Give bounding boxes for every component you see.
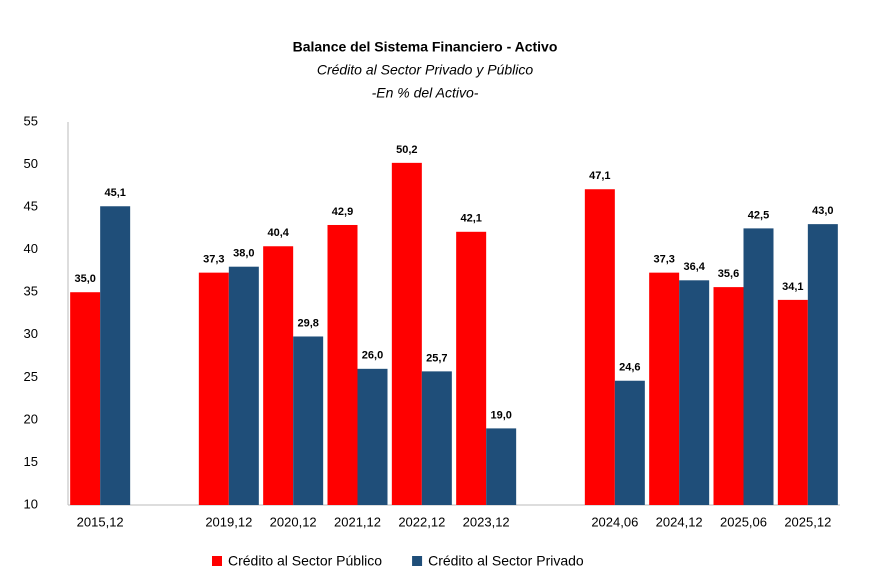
- x-tick-label: 2024,12: [656, 514, 703, 529]
- legend-swatch: [212, 556, 222, 566]
- value-label: 36,4: [683, 261, 705, 273]
- bar: [743, 228, 774, 505]
- value-label: 25,7: [426, 352, 447, 364]
- bar: [391, 162, 422, 505]
- value-label: 29,8: [297, 317, 318, 329]
- chart-title: Balance del Sistema Financiero - Activo: [293, 39, 558, 55]
- bar: [614, 380, 645, 505]
- value-label: 35,6: [718, 268, 739, 280]
- bar: [584, 189, 615, 505]
- value-label: 47,1: [589, 170, 610, 182]
- x-tick-label: 2023,12: [463, 514, 510, 529]
- y-tick-label: 55: [24, 113, 38, 128]
- bar: [263, 246, 294, 506]
- bar: [649, 272, 680, 505]
- y-tick-label: 25: [24, 369, 38, 384]
- y-tick-label: 15: [24, 454, 38, 469]
- bar: [327, 224, 358, 506]
- bar: [777, 299, 808, 505]
- value-label: 19,0: [490, 409, 511, 421]
- value-label: 24,6: [619, 362, 640, 374]
- bar: [456, 231, 487, 505]
- x-tick-label: 2021,12: [334, 514, 381, 529]
- legend-swatch: [412, 556, 423, 566]
- chart-subtitle: -En % del Activo-: [372, 85, 479, 101]
- value-label: 35,0: [74, 273, 95, 285]
- value-label: 37,3: [653, 254, 674, 266]
- bar: [679, 280, 710, 505]
- y-tick-label: 45: [24, 199, 38, 214]
- chart-subtitle: Crédito al Sector Privado y Público: [317, 62, 534, 78]
- bar: [228, 266, 259, 505]
- value-label: 42,5: [748, 209, 769, 221]
- bar: [100, 206, 131, 505]
- x-tick-label: 2015,12: [77, 514, 124, 529]
- y-tick-label: 50: [24, 156, 38, 171]
- value-label: 40,4: [267, 227, 289, 239]
- value-label: 34,1: [782, 281, 803, 293]
- bar: [357, 368, 388, 505]
- bar: [198, 272, 229, 505]
- value-label: 45,1: [104, 187, 125, 199]
- value-label: 50,2: [396, 144, 417, 156]
- y-tick-label: 35: [24, 284, 38, 299]
- x-tick-label: 2024,06: [591, 514, 638, 529]
- y-tick-label: 30: [24, 326, 38, 341]
- bar: [713, 287, 744, 505]
- bar: [70, 292, 101, 505]
- y-tick-label: 10: [24, 496, 38, 511]
- value-label: 26,0: [362, 350, 383, 362]
- bar: [486, 428, 517, 505]
- legend-label: Crédito al Sector Privado: [428, 553, 584, 569]
- x-tick-label: 2025,06: [720, 514, 767, 529]
- bar: [293, 336, 324, 505]
- y-tick-label: 20: [24, 411, 38, 426]
- legend-label: Crédito al Sector Público: [228, 553, 382, 569]
- x-tick-label: 2025,12: [784, 514, 831, 529]
- value-label: 38,0: [233, 248, 254, 260]
- y-tick-label: 40: [24, 241, 38, 256]
- x-tick-label: 2022,12: [398, 514, 445, 529]
- bar: [807, 224, 838, 505]
- x-tick-label: 2019,12: [205, 514, 252, 529]
- value-label: 42,9: [332, 206, 353, 218]
- x-tick-label: 2020,12: [270, 514, 317, 529]
- value-label: 42,1: [460, 213, 481, 225]
- value-label: 37,3: [203, 254, 224, 266]
- bar: [421, 371, 452, 505]
- value-label: 43,0: [812, 205, 833, 217]
